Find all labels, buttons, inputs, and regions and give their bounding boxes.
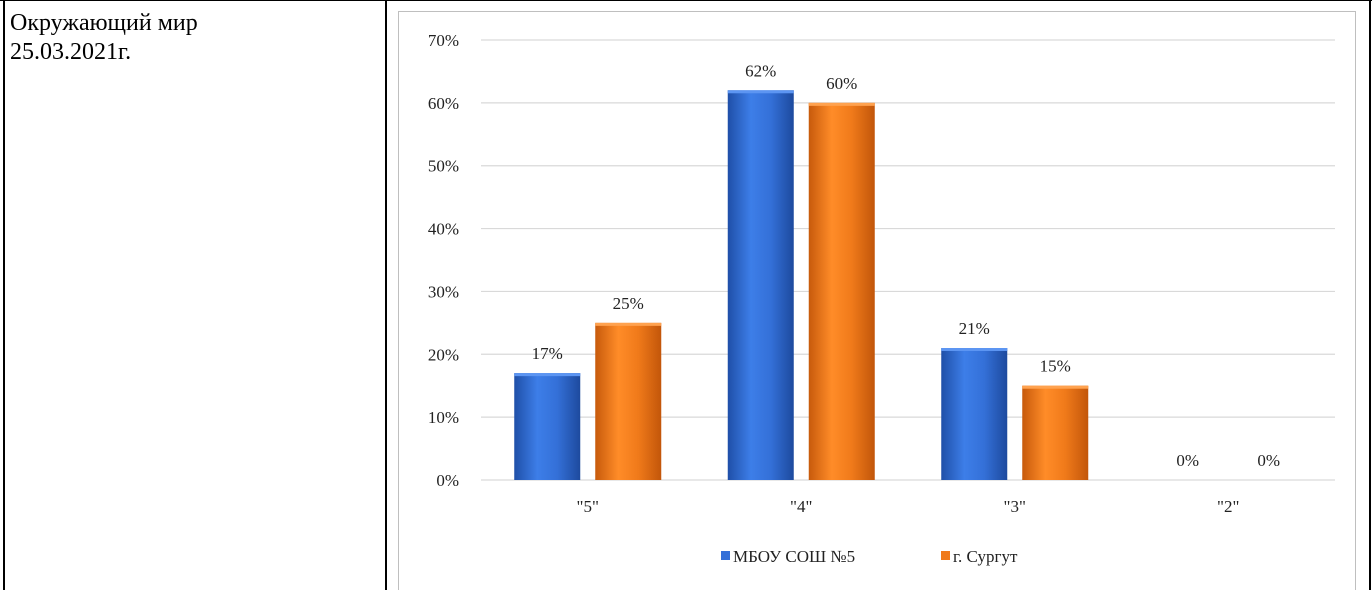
bar-top-highlight bbox=[514, 373, 581, 377]
legend-label: МБОУ СОШ №5 bbox=[733, 547, 855, 566]
legend-label: г. Сургут bbox=[953, 547, 1018, 566]
bar-top-highlight bbox=[595, 322, 662, 326]
legend-swatch bbox=[941, 551, 950, 560]
subject-title: Окружающий мир bbox=[10, 10, 198, 36]
data-label: 25% bbox=[613, 294, 644, 313]
bar-2-2 bbox=[808, 102, 875, 480]
data-labels: 17% 25% 62% 60% 21% 15% 0% 0% bbox=[532, 61, 1280, 470]
table-border-middle bbox=[385, 1, 387, 590]
chart-area: 0% 10% 20% 30% 40% 50% 60% 70% 17% 25% 62% 60% 21% 1… bbox=[398, 11, 1356, 590]
legend-swatch bbox=[721, 551, 730, 560]
bars bbox=[514, 90, 1089, 481]
data-label: 0% bbox=[1257, 451, 1280, 470]
bar-top-highlight bbox=[1022, 385, 1089, 389]
y-tick-label: 40% bbox=[428, 220, 459, 239]
data-label: 0% bbox=[1176, 451, 1199, 470]
bar-2-1 bbox=[595, 322, 662, 480]
data-label: 15% bbox=[1040, 357, 1071, 376]
data-label: 21% bbox=[959, 319, 990, 338]
x-axis-categories: "5" "4" "3" "2" bbox=[577, 497, 1240, 516]
x-category-label: "3" bbox=[1004, 497, 1026, 516]
data-label: 60% bbox=[826, 74, 857, 93]
y-axis-ticks: 0% 10% 20% 30% 40% 50% 60% 70% bbox=[428, 31, 459, 490]
bar-1-3 bbox=[941, 348, 1008, 480]
y-tick-label: 10% bbox=[428, 408, 459, 427]
subject-cell: Окружающий мир 25.03.2021г. bbox=[10, 9, 370, 67]
x-category-label: "4" bbox=[790, 497, 812, 516]
bar-1-2 bbox=[727, 90, 794, 481]
y-tick-label: 0% bbox=[436, 471, 459, 490]
data-label: 62% bbox=[745, 61, 776, 80]
table-border-right bbox=[1369, 1, 1371, 590]
legend: МБОУ СОШ №5 г. Сургут bbox=[721, 547, 1018, 566]
y-tick-label: 30% bbox=[428, 282, 459, 301]
bar-2-3 bbox=[1022, 385, 1089, 480]
data-label: 17% bbox=[532, 344, 563, 363]
y-tick-label: 60% bbox=[428, 94, 459, 113]
y-tick-label: 70% bbox=[428, 31, 459, 50]
x-category-label: "2" bbox=[1217, 497, 1239, 516]
bar-top-highlight bbox=[808, 102, 875, 106]
bar-top-highlight bbox=[941, 348, 1008, 351]
bar-chart: 0%10%20%30%40%50%60%70% 17%25%62%60%21%1… bbox=[428, 31, 1335, 566]
y-tick-label: 20% bbox=[428, 345, 459, 364]
x-category-label: "5" bbox=[577, 497, 599, 516]
bar-top-highlight bbox=[727, 90, 794, 94]
table-border-left bbox=[3, 1, 5, 590]
subject-date: 25.03.2021г. bbox=[10, 39, 132, 65]
bar-1-1 bbox=[514, 373, 581, 480]
y-tick-label: 50% bbox=[428, 157, 459, 176]
